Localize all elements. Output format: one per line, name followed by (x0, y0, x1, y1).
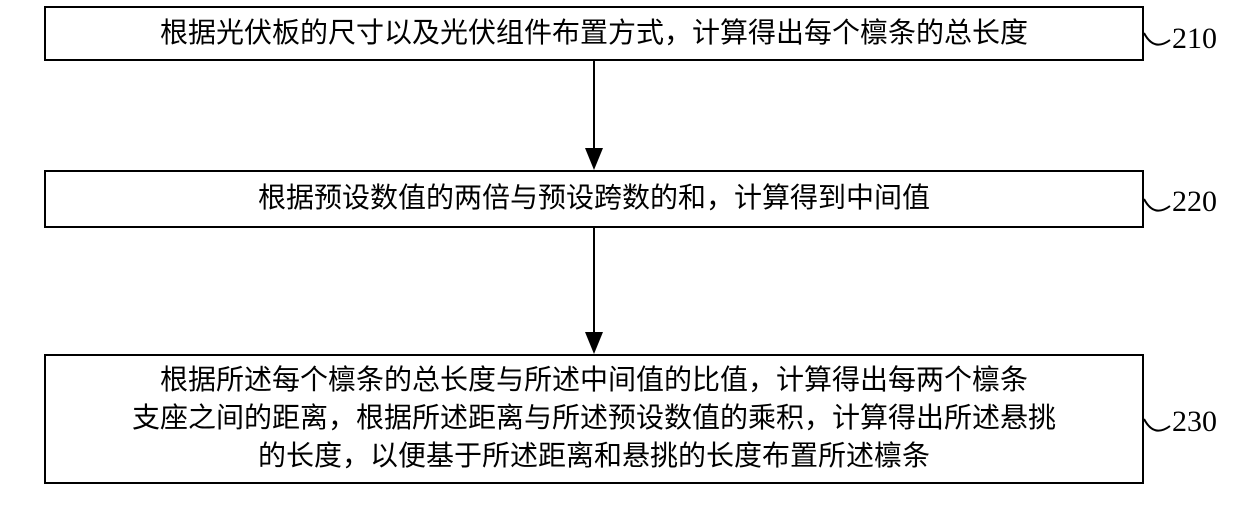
flow-node-220: 根据预设数值的两倍与预设跨数的和，计算得到中间值 (44, 170, 1144, 228)
flow-node-230-text: 根据所述每个檩条的总长度与所述中间值的比值，计算得出每两个檩条 支座之间的距离，… (132, 362, 1056, 475)
flow-node-210-text: 根据光伏板的尺寸以及光伏组件布置方式，计算得出每个檩条的总长度 (160, 15, 1028, 53)
label-tie-220 (1144, 196, 1172, 222)
flow-label-230: 230 (1172, 405, 1217, 439)
arrow-210-to-220 (583, 61, 605, 170)
flow-label-210: 210 (1172, 22, 1217, 56)
label-tie-230 (1144, 416, 1172, 442)
flow-node-220-text: 根据预设数值的两倍与预设跨数的和，计算得到中间值 (258, 180, 930, 218)
arrow-220-to-230 (583, 228, 605, 354)
label-tie-210 (1144, 30, 1172, 56)
flow-node-210: 根据光伏板的尺寸以及光伏组件布置方式，计算得出每个檩条的总长度 (44, 6, 1144, 61)
flow-label-220: 220 (1172, 185, 1217, 219)
flow-node-230: 根据所述每个檩条的总长度与所述中间值的比值，计算得出每两个檩条 支座之间的距离，… (44, 354, 1144, 484)
